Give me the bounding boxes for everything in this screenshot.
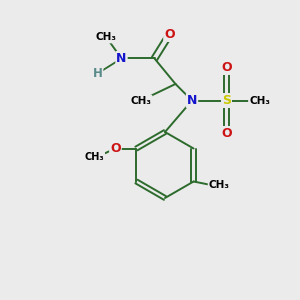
Text: O: O [164, 28, 175, 41]
Text: O: O [110, 142, 121, 155]
Text: N: N [116, 52, 127, 65]
Text: CH₃: CH₃ [96, 32, 117, 43]
Text: S: S [222, 94, 231, 107]
Text: O: O [221, 61, 232, 74]
Text: CH₃: CH₃ [208, 179, 230, 190]
Text: N: N [187, 94, 197, 107]
Text: CH₃: CH₃ [85, 152, 104, 163]
Text: H: H [93, 67, 102, 80]
Text: CH₃: CH₃ [130, 95, 152, 106]
Text: O: O [221, 127, 232, 140]
Text: CH₃: CH₃ [249, 95, 270, 106]
